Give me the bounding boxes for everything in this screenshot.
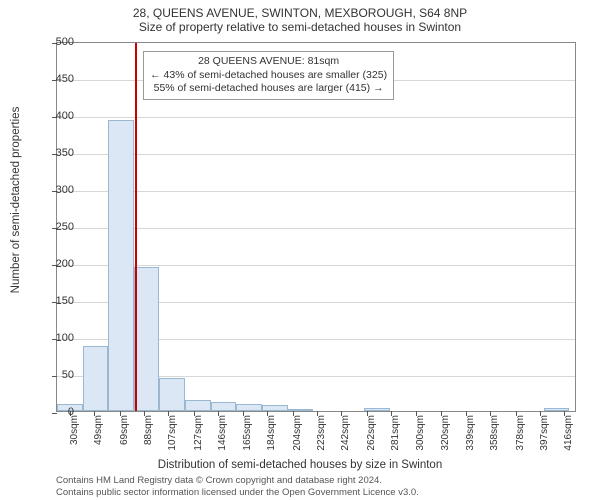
- xtick-label: 358sqm: [489, 415, 500, 465]
- histogram-bar: [262, 405, 288, 411]
- histogram-bar: [185, 400, 211, 411]
- xtick-label: 223sqm: [316, 415, 327, 465]
- xtick-label: 127sqm: [193, 415, 204, 465]
- histogram-bar: [211, 402, 237, 411]
- y-axis-label: Number of semi-detached properties: [10, 50, 22, 350]
- footer-line2: Contains public sector information licen…: [56, 487, 419, 498]
- ytick-label: 500: [44, 36, 74, 48]
- annotation-line2: ← 43% of semi-detached houses are smalle…: [150, 69, 387, 83]
- histogram-bar: [108, 120, 134, 411]
- ytick-label: 150: [44, 295, 74, 307]
- ytick-label: 400: [44, 110, 74, 122]
- xtick-label: 165sqm: [242, 415, 253, 465]
- xtick-label: 146sqm: [217, 415, 228, 465]
- annotation-line1: 28 QUEENS AVENUE: 81sqm: [150, 55, 387, 69]
- ytick-label: 450: [44, 73, 74, 85]
- xtick-label: 107sqm: [167, 415, 178, 465]
- ytick-label: 350: [44, 147, 74, 159]
- footer-attribution: Contains HM Land Registry data © Crown c…: [56, 475, 419, 498]
- chart-plot-area: 28 QUEENS AVENUE: 81sqm← 43% of semi-det…: [56, 42, 576, 412]
- histogram-bar: [236, 404, 262, 411]
- histogram-bar: [159, 378, 185, 411]
- annotation-box: 28 QUEENS AVENUE: 81sqm← 43% of semi-det…: [143, 51, 394, 100]
- xtick-label: 184sqm: [266, 415, 277, 465]
- footer-line1: Contains HM Land Registry data © Crown c…: [56, 475, 419, 486]
- histogram-bar: [288, 409, 314, 411]
- xtick-label: 378sqm: [515, 415, 526, 465]
- xtick-label: 320sqm: [440, 415, 451, 465]
- annotation-line3: 55% of semi-detached houses are larger (…: [150, 82, 387, 96]
- ytick-label: 200: [44, 258, 74, 270]
- xtick-label: 88sqm: [143, 415, 154, 465]
- xtick-label: 262sqm: [366, 415, 377, 465]
- xtick-label: 49sqm: [93, 415, 104, 465]
- ytick-label: 250: [44, 221, 74, 233]
- xtick-label: 281sqm: [390, 415, 401, 465]
- chart-title-sub: Size of property relative to semi-detach…: [0, 20, 600, 34]
- ytick-label: 300: [44, 184, 74, 196]
- property-marker-line: [135, 43, 137, 411]
- ytick-label: 50: [44, 369, 74, 381]
- chart-title-main: 28, QUEENS AVENUE, SWINTON, MEXBOROUGH, …: [0, 0, 600, 20]
- xtick-label: 30sqm: [69, 415, 80, 465]
- histogram-bar: [134, 267, 160, 411]
- ytick-label: 100: [44, 332, 74, 344]
- xtick-label: 300sqm: [415, 415, 426, 465]
- xtick-label: 397sqm: [539, 415, 550, 465]
- histogram-bar: [544, 408, 570, 411]
- xtick-label: 416sqm: [563, 415, 574, 465]
- xtick-label: 339sqm: [465, 415, 476, 465]
- xtick-label: 242sqm: [340, 415, 351, 465]
- xtick-label: 69sqm: [119, 415, 130, 465]
- histogram-bar: [364, 408, 390, 411]
- xtick-label: 204sqm: [292, 415, 303, 465]
- histogram-bar: [83, 346, 109, 411]
